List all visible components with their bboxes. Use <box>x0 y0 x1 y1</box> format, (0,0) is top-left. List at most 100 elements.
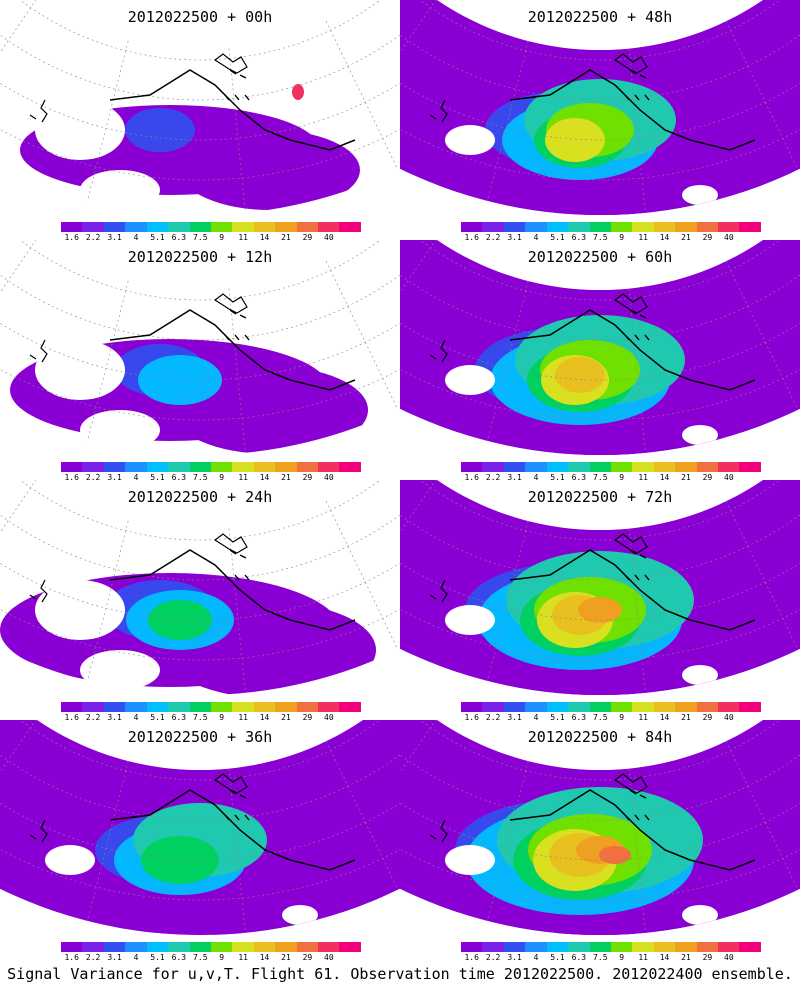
colorbar-swatch <box>525 942 547 952</box>
colorbar-tick-label: 6.3 <box>171 473 187 482</box>
colorbar-swatch <box>610 942 633 952</box>
colorbar-swatch <box>61 702 83 712</box>
colorbar-tick-label: 7.5 <box>593 713 608 722</box>
colorbar-swatch <box>103 942 126 952</box>
panel-title: 2012022500 + 48h <box>527 8 673 26</box>
colorbar-swatch <box>125 702 147 712</box>
colorbar-tick-label: 2.2 <box>85 473 101 482</box>
colorbar-swatch <box>339 942 361 952</box>
colorbar-tick-label: 3.1 <box>507 473 522 482</box>
colorbar-swatch <box>610 222 633 232</box>
colorbar-swatch <box>275 462 297 472</box>
colorbar-swatch <box>146 462 169 472</box>
colorbar-swatch <box>653 222 676 232</box>
colorbar-swatch <box>525 462 547 472</box>
colorbar-tick-label: 14 <box>259 713 270 722</box>
colorbar-swatch <box>482 222 504 232</box>
colorbar-swatch <box>589 462 611 472</box>
colorbar-tick-label: 3.1 <box>107 713 122 722</box>
colorbar-swatch <box>168 702 190 712</box>
colorbar-tick-label: 11 <box>238 233 248 242</box>
colorbar-tick-label: 40 <box>724 473 734 482</box>
colorbar-swatch <box>125 222 147 232</box>
colorbar-swatch <box>339 222 361 232</box>
colorbar-tick-label: 1.6 <box>464 473 479 482</box>
colorbar-tick-label: 6.3 <box>571 953 587 962</box>
colorbar-swatch <box>546 702 569 712</box>
colorbar-tick-label: 7.5 <box>593 473 608 482</box>
colorbar-swatch <box>61 942 83 952</box>
colorbar-swatch <box>739 462 761 472</box>
panel-title: 2012022500 + 00h <box>127 8 273 26</box>
colorbar-tick-label: 9 <box>619 953 625 962</box>
colorbar-tick-label: 6.3 <box>171 713 187 722</box>
colorbar-swatch <box>675 702 697 712</box>
panel-title: 2012022500 + 24h <box>127 488 273 506</box>
colorbar-swatch <box>696 702 719 712</box>
colorbar-swatch <box>318 942 340 952</box>
map-plot <box>400 0 800 216</box>
colorbar-swatch <box>168 942 190 952</box>
colorbar-tick-label: 1.6 <box>64 713 79 722</box>
colorbar-tick-label: 1.6 <box>64 233 79 242</box>
map-panel: 2012022500 + 00h 1.6 2.2 3.1 4 5.1 6.3 7.5 9 11 1… <box>0 0 400 242</box>
colorbar-swatch <box>168 222 190 232</box>
colorbar-tick-label: 29 <box>702 953 713 962</box>
map-panel: 2012022500 + 84h 1.6 2.2 3.1 4 5.1 6.3 7.5 9 11 1… <box>400 720 800 962</box>
colorbar-tick-label: 21 <box>281 713 291 722</box>
colorbar-tick-label: 5.1 <box>150 473 165 482</box>
colorbar-tick-label: 40 <box>324 953 334 962</box>
colorbar-swatch <box>653 942 676 952</box>
colorbar-swatch <box>82 942 104 952</box>
colorbar-tick-label: 14 <box>659 713 670 722</box>
colorbar-tick-label: 14 <box>259 473 270 482</box>
colorbar-labels: 1.6 2.2 3.1 4 5.1 6.3 7.5 9 11 14 21 29 40 <box>456 233 766 245</box>
colorbar-labels: 1.6 2.2 3.1 4 5.1 6.3 7.5 9 11 14 21 29 40 <box>456 473 766 485</box>
colorbar-tick-label: 7.5 <box>193 953 208 962</box>
figure-caption: Signal Variance for u,v,T. Flight 61. Ob… <box>7 965 793 983</box>
colorbar-swatch <box>189 222 211 232</box>
colorbar-tick-label: 3.1 <box>107 953 122 962</box>
colorbar-tick-label: 29 <box>302 953 313 962</box>
colorbar-swatch <box>525 222 547 232</box>
panel-title: 2012022500 + 36h <box>127 728 273 746</box>
colorbar-swatch <box>503 942 526 952</box>
colorbar-swatch <box>318 702 340 712</box>
colorbar-swatch <box>461 462 483 472</box>
colorbar-swatch <box>232 942 254 952</box>
colorbar-tick-label: 14 <box>659 233 670 242</box>
colorbar-tick-label: 5.1 <box>550 953 565 962</box>
colorbar-swatch <box>632 702 654 712</box>
colorbar-swatch <box>568 942 590 952</box>
colorbar-tick-label: 11 <box>638 233 648 242</box>
colorbar-swatch <box>296 222 319 232</box>
colorbar-tick-label: 2.2 <box>85 713 101 722</box>
colorbar-swatch <box>696 942 719 952</box>
colorbar-labels: 1.6 2.2 3.1 4 5.1 6.3 7.5 9 11 14 21 29 40 <box>456 713 766 725</box>
colorbar-tick-label: 7.5 <box>593 233 608 242</box>
colorbar-tick-label: 2.2 <box>485 713 501 722</box>
colorbar <box>61 942 361 952</box>
colorbar-swatch <box>103 462 126 472</box>
map-panel: 2012022500 + 60h 1.6 2.2 3.1 4 5.1 6.3 7.5 9 11 1… <box>400 240 800 482</box>
colorbar-tick-label: 29 <box>702 473 713 482</box>
colorbar-tick-label: 11 <box>638 713 648 722</box>
colorbar-tick-label: 1.6 <box>464 953 479 962</box>
colorbar-swatch <box>253 702 276 712</box>
colorbar-tick-label: 5.1 <box>550 713 565 722</box>
colorbar-tick-label: 3.1 <box>507 233 522 242</box>
colorbar-tick-label: 4 <box>133 953 139 962</box>
colorbar-swatch <box>82 702 104 712</box>
colorbar-labels: 1.6 2.2 3.1 4 5.1 6.3 7.5 9 11 14 21 29 40 <box>56 953 366 965</box>
colorbar-swatch <box>610 462 633 472</box>
colorbar-swatch <box>275 222 297 232</box>
colorbar-tick-label: 4 <box>533 953 539 962</box>
colorbar-tick-label: 1.6 <box>464 713 479 722</box>
colorbar-swatch <box>82 462 104 472</box>
colorbar-tick-label: 29 <box>302 233 313 242</box>
colorbar-swatch <box>589 942 611 952</box>
colorbar-tick-label: 3.1 <box>507 713 522 722</box>
colorbar-swatch <box>232 462 254 472</box>
colorbar-swatch <box>103 222 126 232</box>
colorbar-swatch <box>718 942 740 952</box>
